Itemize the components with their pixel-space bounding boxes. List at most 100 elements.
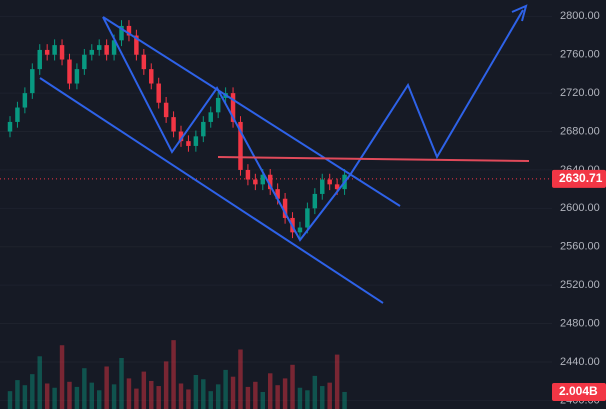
- channel-lower: [39, 77, 384, 304]
- candle-body: [245, 169, 251, 180]
- candle-body: [59, 45, 65, 60]
- candle-body: [67, 59, 72, 84]
- candle-body: [171, 117, 176, 132]
- candle-body: [52, 45, 57, 55]
- candle-body: [15, 107, 20, 122]
- volume-bar: [104, 366, 109, 409]
- candle-body: [141, 54, 147, 70]
- y-tick-label: 2520.00: [560, 279, 600, 291]
- y-tick-label: 2720.00: [560, 87, 600, 99]
- volume-bar: [245, 386, 251, 409]
- volume-bar: [201, 379, 206, 409]
- candle-body: [186, 141, 191, 146]
- candle-body: [260, 174, 266, 185]
- candle-body: [96, 45, 102, 50]
- volume-bar: [37, 356, 42, 409]
- candle-body: [30, 69, 35, 94]
- volume-bar: [119, 358, 124, 409]
- volume-bar: [30, 374, 35, 409]
- y-tick-label: 2760.00: [560, 49, 600, 61]
- candle-body: [312, 193, 318, 209]
- candle-body: [22, 93, 28, 108]
- candle-body: [111, 40, 117, 55]
- candle-layer: [7, 20, 347, 239]
- last-volume-box: [552, 382, 606, 401]
- volume-bar: [96, 390, 102, 409]
- volume-bar: [297, 387, 303, 409]
- candle-body: [193, 136, 199, 146]
- volume-bar: [208, 391, 213, 409]
- candle-body: [201, 121, 206, 137]
- volume-bar: [186, 389, 191, 409]
- volume-bar: [134, 388, 139, 409]
- volume-bar: [178, 383, 184, 409]
- candle-body: [74, 69, 80, 84]
- candle-body: [238, 121, 243, 170]
- candle-body: [44, 49, 50, 55]
- y-tick-label: 2800.00: [560, 10, 600, 22]
- volume-bar: [15, 380, 20, 409]
- candle-body: [37, 49, 42, 70]
- volume-bar: [312, 375, 318, 409]
- last-price-label: 2630.71: [559, 171, 603, 185]
- candle-body: [215, 97, 221, 113]
- y-tick-label: 2560.00: [560, 241, 600, 253]
- volume-bar: [275, 385, 280, 409]
- candle-body: [156, 83, 161, 103]
- y-tick-label: 2680.00: [560, 125, 600, 137]
- candle-body: [305, 208, 310, 228]
- volume-bar: [193, 375, 199, 409]
- volume-bar: [59, 345, 65, 409]
- volume-bar: [305, 390, 310, 409]
- volume-bar: [141, 371, 147, 409]
- candle-body: [134, 35, 139, 55]
- volume-bar: [7, 391, 13, 409]
- candle-body: [149, 69, 154, 84]
- candle-body: [230, 93, 236, 122]
- volume-bar: [67, 381, 72, 409]
- volume-bar: [290, 364, 295, 409]
- volume-bar: [238, 349, 243, 409]
- grid: [0, 15, 552, 401]
- volume-bar: [260, 392, 266, 409]
- candle-body: [82, 54, 87, 70]
- arrow-head: [511, 4, 528, 22]
- y-tick-label: 2440.00: [560, 356, 600, 368]
- volume-layer: [7, 340, 347, 409]
- volume-bar: [52, 387, 57, 409]
- price-axis: 2400.002440.002480.002520.002560.002600.…: [552, 10, 606, 406]
- candle-body: [334, 184, 340, 190]
- volume-bar: [334, 354, 340, 409]
- volume-bar: [126, 378, 132, 409]
- candle-body: [267, 174, 273, 190]
- candle-body: [119, 25, 124, 41]
- volume-bar: [342, 391, 347, 409]
- volume-bar: [230, 376, 236, 409]
- candle-body: [104, 45, 109, 55]
- candle-body: [275, 189, 280, 199]
- candle-body: [126, 25, 132, 36]
- volume-bar: [327, 382, 332, 409]
- volume-bar: [156, 386, 161, 409]
- volume-bar: [89, 382, 95, 409]
- volume-bar: [149, 380, 154, 409]
- projection-path: [102, 9, 524, 242]
- volume-bar: [74, 386, 80, 409]
- candle-body: [297, 227, 303, 233]
- y-tick-label: 2480.00: [560, 317, 600, 329]
- candle-body: [208, 112, 213, 122]
- resistance-line: [217, 156, 530, 162]
- volume-bar: [215, 384, 221, 409]
- volume-bar: [282, 378, 288, 409]
- candle-body: [320, 179, 325, 194]
- volume-bar: [223, 369, 228, 409]
- volume-bar: [22, 385, 28, 409]
- candle-body: [178, 131, 184, 142]
- volume-bar: [253, 381, 258, 409]
- volume-bar: [82, 368, 87, 409]
- candle-body: [253, 179, 258, 185]
- candle-body: [327, 179, 332, 185]
- last-volume-label: 2.004B: [559, 384, 598, 398]
